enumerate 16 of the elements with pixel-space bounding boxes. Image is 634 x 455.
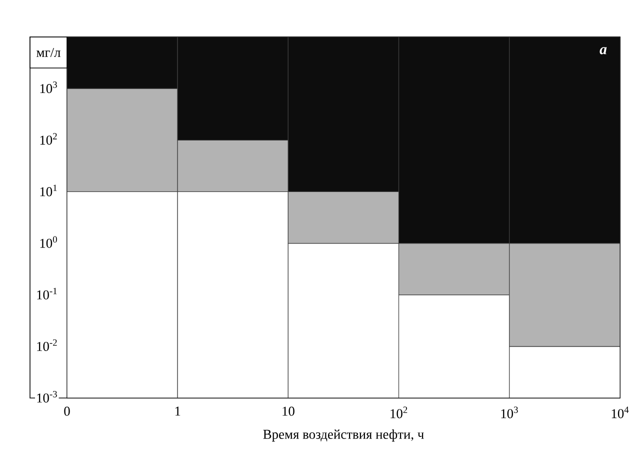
- x-tick-label: 0: [64, 406, 70, 416]
- x-tick-label: 10$^{2}$: [390, 406, 408, 418]
- y-tick-label: 10$^{-3}$: [37, 390, 57, 403]
- y-tick-label: 10$^{-1}$: [37, 288, 57, 300]
- y-tick-label: 10$^{1}$: [40, 184, 57, 196]
- x-tick-label: 1: [175, 406, 180, 416]
- x-tick-label: 10$^{4}$: [612, 406, 629, 418]
- x-axis-title: Время воздействия нефти, ч: [263, 429, 424, 442]
- annotation: a: [600, 47, 607, 54]
- y-tick-label: 10$^{2}$: [40, 133, 57, 145]
- x-tick-label: 10$^{3}$: [501, 406, 518, 418]
- y-tick-label: 10$^{-2}$: [37, 339, 57, 351]
- y-tick-label: 10$^{3}$: [40, 82, 57, 94]
- y-tick-label: 10$^{0}$: [40, 236, 57, 248]
- x-tick-label: 10: [282, 406, 294, 416]
- y-axis-title: мг/л: [36, 48, 60, 57]
